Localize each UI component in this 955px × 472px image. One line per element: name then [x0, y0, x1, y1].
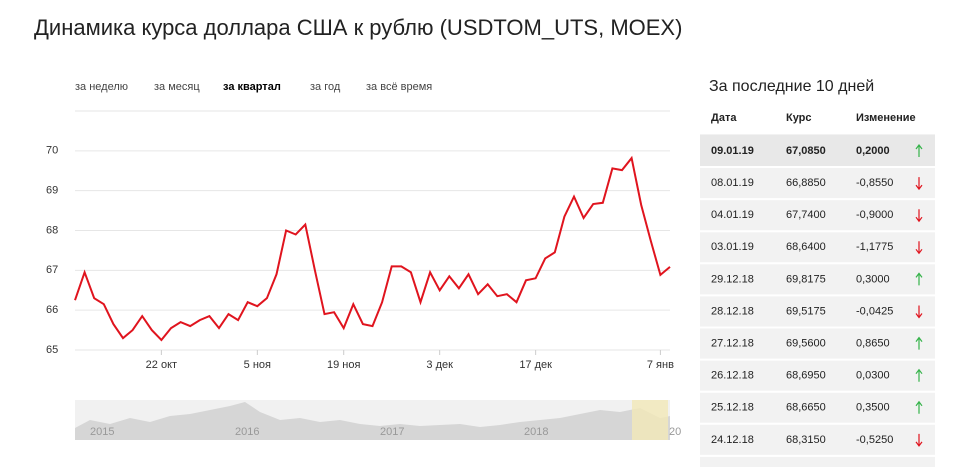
cell: 25.12.18: [711, 402, 754, 414]
cell: 09.01.19: [711, 145, 754, 157]
change-arrow: [915, 433, 923, 447]
tab[interactable]: за месяц: [154, 81, 200, 93]
cell: 68,6950: [786, 370, 826, 382]
tab[interactable]: за год: [310, 81, 341, 93]
cell: -0,5250: [856, 434, 893, 446]
change-arrow: [915, 400, 923, 414]
cell: 04.01.19: [711, 209, 754, 221]
page-title: Динамика курса доллара США к рублю (USDT…: [34, 15, 682, 40]
navigator-window[interactable]: [632, 400, 668, 440]
change-arrow: [915, 272, 923, 286]
cell: -0,0425: [856, 305, 893, 317]
cell: 0,8650: [856, 338, 890, 350]
change-arrow: [915, 209, 923, 223]
cell: 68,6650: [786, 402, 826, 414]
column-header: Курс: [786, 112, 812, 124]
x-tick-label: 7 янв: [647, 359, 674, 371]
cell: 67,7400: [786, 209, 826, 221]
x-tick-label: 5 ноя: [244, 359, 271, 371]
y-tick-label: 66: [46, 304, 58, 316]
row-highlight: [700, 135, 935, 167]
cell: 0,3500: [856, 402, 890, 414]
table-bg: [700, 134, 935, 467]
y-tick-label: 69: [46, 185, 58, 197]
cell: 69,8175: [786, 273, 826, 285]
navigator-area: [75, 402, 670, 440]
cell: 0,3000: [856, 273, 890, 285]
cell: 0,2000: [856, 145, 890, 157]
cell: 0,0300: [856, 370, 890, 382]
navigator-label: 2015: [90, 426, 114, 438]
x-tick-label: 19 ноя: [327, 359, 360, 371]
cell: 26.12.18: [711, 370, 754, 382]
table-title: За последние 10 дней: [709, 78, 874, 95]
column-header: Изменение: [856, 112, 916, 124]
tab[interactable]: за неделю: [75, 81, 128, 93]
change-arrow: [915, 144, 923, 157]
y-tick-label: 67: [46, 264, 58, 276]
cell: -0,8550: [856, 177, 893, 189]
navigator-label: 2016: [235, 426, 259, 438]
cell: 67,0850: [786, 145, 826, 157]
x-tick-label: 22 окт: [146, 359, 177, 371]
cell: 27.12.18: [711, 338, 754, 350]
navigator-label: 2018: [524, 426, 548, 438]
x-tick-label: 3 дек: [426, 359, 453, 371]
cell: -0,9000: [856, 209, 893, 221]
cell: 69,5175: [786, 305, 826, 317]
y-tick-label: 68: [46, 224, 58, 236]
cell: 66,8850: [786, 177, 826, 189]
price-line: [74, 155, 671, 342]
navigator-label: 2017: [380, 426, 404, 438]
change-arrow: [915, 368, 923, 382]
x-tick-label: 17 дек: [519, 359, 552, 371]
tab[interactable]: за всё время: [366, 81, 432, 93]
change-arrow: [915, 305, 923, 319]
cell: 08.01.19: [711, 177, 754, 189]
y-tick-label: 65: [46, 344, 58, 356]
cell: 24.12.18: [711, 434, 754, 446]
cell: 68,6400: [786, 241, 826, 253]
cell: 29.12.18: [711, 273, 754, 285]
cell: 68,3150: [786, 434, 826, 446]
navigator-label: 20: [669, 426, 681, 438]
tab[interactable]: за квартал: [223, 81, 281, 93]
change-arrow: [915, 177, 923, 191]
cell: 28.12.18: [711, 305, 754, 317]
y-tick-label: 70: [46, 145, 58, 157]
cell: -1,1775: [856, 241, 893, 253]
change-arrow: [915, 336, 923, 350]
cell: 03.01.19: [711, 241, 754, 253]
column-header: Дата: [711, 112, 737, 124]
cell: 69,5600: [786, 338, 826, 350]
change-arrow: [915, 241, 923, 255]
